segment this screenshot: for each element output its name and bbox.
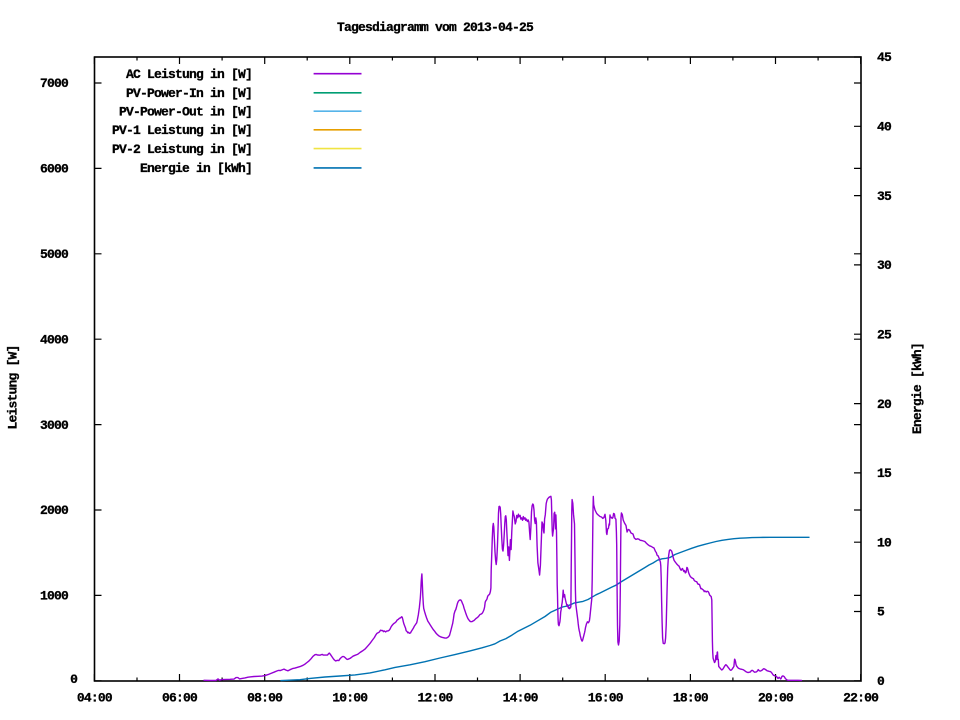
svg-text:18:00: 18:00 [673, 691, 709, 706]
svg-text:5: 5 [877, 605, 885, 620]
svg-text:Tagesdiagramm vom 2013-04-25: Tagesdiagramm vom 2013-04-25 [337, 20, 534, 35]
svg-text:45: 45 [877, 50, 892, 65]
svg-text:08:00: 08:00 [247, 691, 283, 706]
svg-text:1000: 1000 [40, 589, 69, 604]
svg-text:3000: 3000 [40, 418, 69, 433]
svg-text:12:00: 12:00 [417, 691, 453, 706]
svg-text:20: 20 [877, 397, 892, 412]
svg-text:AC Leistung in [W]: AC Leistung in [W] [126, 67, 252, 82]
svg-text:10: 10 [877, 535, 892, 550]
svg-text:10:00: 10:00 [332, 691, 368, 706]
svg-text:6000: 6000 [40, 162, 69, 177]
svg-text:5000: 5000 [40, 247, 69, 262]
svg-text:Leistung [W]: Leistung [W] [6, 345, 21, 429]
svg-text:PV-Power-Out in [W]: PV-Power-Out in [W] [119, 104, 252, 119]
svg-text:14:00: 14:00 [503, 691, 539, 706]
svg-text:22:00: 22:00 [843, 691, 879, 706]
svg-text:16:00: 16:00 [588, 691, 624, 706]
svg-text:0: 0 [877, 674, 885, 689]
svg-text:0: 0 [70, 672, 78, 687]
svg-text:35: 35 [877, 189, 892, 204]
svg-text:30: 30 [877, 258, 892, 273]
svg-text:7000: 7000 [40, 76, 69, 91]
svg-text:PV-Power-In in [W]: PV-Power-In in [W] [126, 86, 252, 101]
svg-text:06:00: 06:00 [162, 691, 198, 706]
svg-text:20:00: 20:00 [758, 691, 794, 706]
svg-text:15: 15 [877, 466, 892, 481]
svg-text:PV-2 Leistung in [W]: PV-2 Leistung in [W] [112, 142, 252, 157]
svg-text:40: 40 [877, 120, 892, 135]
svg-text:04:00: 04:00 [77, 691, 113, 706]
svg-text:Energie in [kWh]: Energie in [kWh] [140, 161, 252, 176]
svg-text:25: 25 [877, 327, 892, 342]
svg-text:Energie [kWh]: Energie [kWh] [910, 343, 925, 434]
svg-text:PV-1 Leistung in [W]: PV-1 Leistung in [W] [112, 123, 252, 138]
svg-text:4000: 4000 [40, 332, 69, 347]
svg-text:2000: 2000 [40, 503, 69, 518]
